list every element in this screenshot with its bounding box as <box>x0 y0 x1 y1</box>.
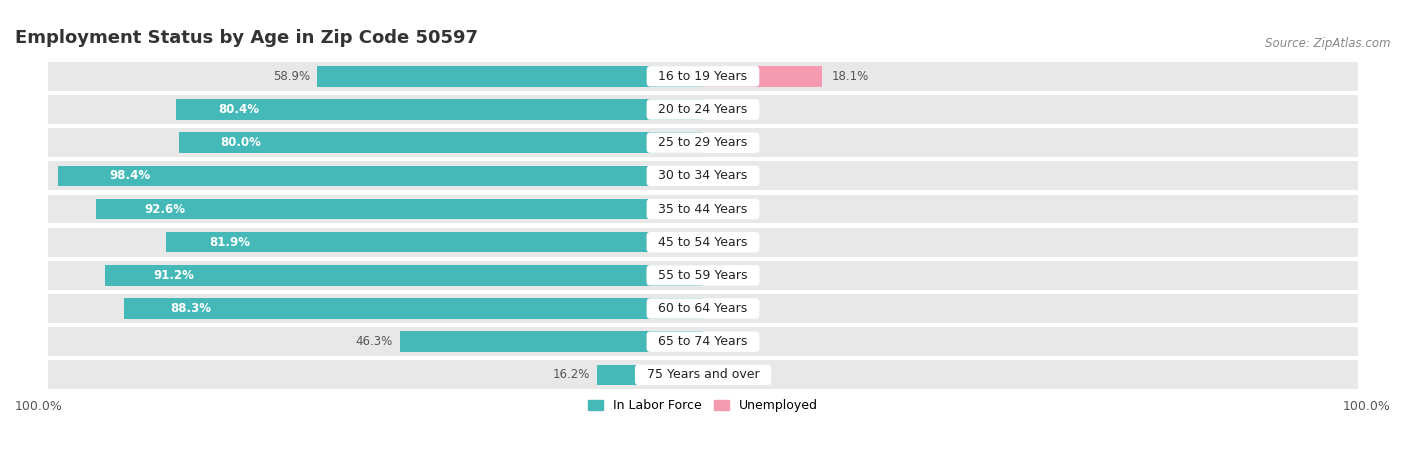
Text: 0.0%: 0.0% <box>713 169 742 182</box>
Text: 88.3%: 88.3% <box>170 302 212 315</box>
Text: 80.0%: 80.0% <box>221 136 262 149</box>
Text: 75 Years and over: 75 Years and over <box>638 368 768 382</box>
Text: 91.2%: 91.2% <box>153 269 194 282</box>
Text: 0.0%: 0.0% <box>713 302 742 315</box>
Text: Employment Status by Age in Zip Code 50597: Employment Status by Age in Zip Code 505… <box>15 28 478 46</box>
Bar <box>48 360 1358 389</box>
Bar <box>58 166 703 186</box>
Text: 25 to 29 Years: 25 to 29 Years <box>651 136 755 149</box>
Bar <box>598 364 703 385</box>
Text: 0.0%: 0.0% <box>713 368 742 382</box>
Bar <box>399 331 703 352</box>
Text: 0.0%: 0.0% <box>713 136 742 149</box>
Bar <box>48 228 1358 257</box>
Bar <box>105 265 703 285</box>
Legend: In Labor Force, Unemployed: In Labor Force, Unemployed <box>583 394 823 417</box>
Bar <box>703 232 718 253</box>
Text: 0.0%: 0.0% <box>713 103 742 116</box>
Text: 55 to 59 Years: 55 to 59 Years <box>650 269 756 282</box>
Text: 0.0%: 0.0% <box>713 202 742 216</box>
Text: Source: ZipAtlas.com: Source: ZipAtlas.com <box>1265 37 1391 50</box>
Bar <box>179 133 703 153</box>
Text: 60 to 64 Years: 60 to 64 Years <box>651 302 755 315</box>
Bar <box>48 128 1358 157</box>
Text: 92.6%: 92.6% <box>145 202 186 216</box>
Text: 58.9%: 58.9% <box>273 70 311 83</box>
Bar <box>48 327 1358 356</box>
Text: 80.4%: 80.4% <box>218 103 259 116</box>
Text: 100.0%: 100.0% <box>15 400 63 413</box>
Text: 65 to 74 Years: 65 to 74 Years <box>651 335 755 348</box>
Bar <box>176 99 703 120</box>
Bar <box>48 194 1358 223</box>
Text: 0.0%: 0.0% <box>713 335 742 348</box>
Text: 46.3%: 46.3% <box>356 335 394 348</box>
Text: 30 to 34 Years: 30 to 34 Years <box>651 169 755 182</box>
Bar <box>96 199 703 219</box>
Text: 45 to 54 Years: 45 to 54 Years <box>651 236 755 249</box>
Text: 35 to 44 Years: 35 to 44 Years <box>651 202 755 216</box>
Text: 100.0%: 100.0% <box>1343 400 1391 413</box>
Bar <box>48 161 1358 190</box>
Text: 16 to 19 Years: 16 to 19 Years <box>651 70 755 83</box>
Text: 81.9%: 81.9% <box>209 236 250 249</box>
Bar <box>48 62 1358 91</box>
Text: 16.2%: 16.2% <box>553 368 591 382</box>
Bar <box>48 261 1358 290</box>
Bar <box>166 232 703 253</box>
Text: 18.1%: 18.1% <box>831 70 869 83</box>
Text: 2.3%: 2.3% <box>728 236 758 249</box>
Text: 98.4%: 98.4% <box>110 169 150 182</box>
Bar <box>703 66 821 87</box>
Bar <box>48 95 1358 124</box>
Bar <box>124 298 703 319</box>
Text: 20 to 24 Years: 20 to 24 Years <box>651 103 755 116</box>
Bar <box>318 66 703 87</box>
Bar <box>48 294 1358 323</box>
Text: 0.0%: 0.0% <box>713 269 742 282</box>
